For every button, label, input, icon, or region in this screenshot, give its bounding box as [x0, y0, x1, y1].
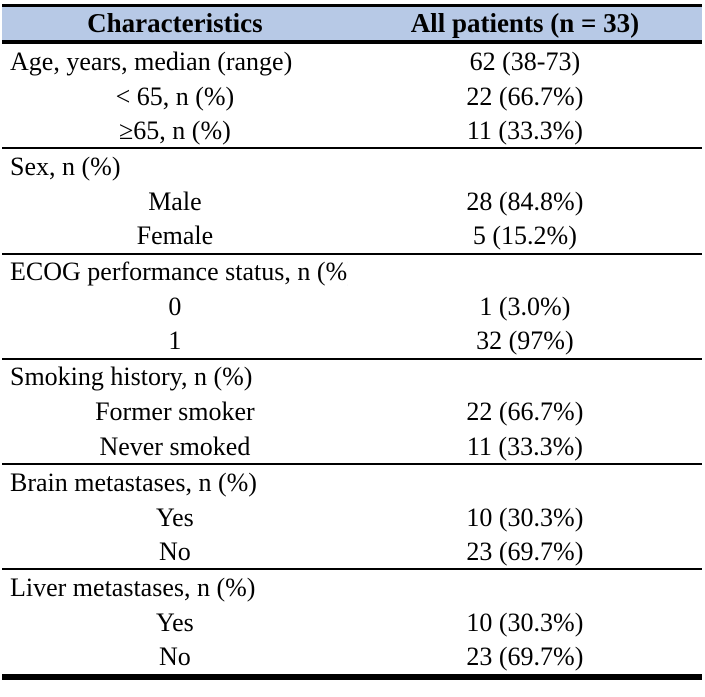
row-value: 11 (33.3%) — [466, 115, 583, 145]
table-row: Female 5 (15.2%) — [2, 219, 702, 255]
header-characteristics: Characteristics — [87, 8, 263, 38]
row-label: Male — [148, 186, 202, 216]
row-value: 23 (69.7%) — [466, 642, 584, 672]
table-body: Age, years, median (range) 62 (38-73) < … — [2, 44, 702, 676]
row-label: No — [159, 536, 191, 566]
row-label: < 65, n (%) — [115, 81, 235, 111]
header-all-patients: All patients (n = 33) — [410, 8, 640, 38]
table-row: Sex, n (%) — [2, 149, 702, 184]
table-row: No 23 (69.7%) — [2, 641, 702, 676]
row-label: Female — [136, 221, 214, 251]
row-label: 0 — [168, 292, 182, 322]
row-label: Yes — [155, 502, 194, 532]
row-value: 10 (30.3%) — [466, 502, 584, 532]
table-row: Male 28 (84.8%) — [2, 184, 702, 219]
table-row: < 65, n (%) 22 (66.7%) — [2, 79, 702, 114]
row-label: Yes — [155, 608, 194, 638]
row-value: 10 (30.3%) — [466, 608, 584, 638]
row-label: Brain metastases, n (%) — [10, 467, 257, 497]
row-label: ≥65, n (%) — [119, 115, 231, 145]
patient-characteristics-table: Characteristics All patients (n = 33) Ag… — [2, 4, 702, 680]
table-row: Smoking history, n (%) — [2, 360, 702, 395]
row-label: Age, years, median (range) — [10, 46, 293, 76]
row-label: Former smoker — [95, 397, 255, 427]
row-label: Liver metastases, n (%) — [10, 572, 256, 602]
table-row: Yes 10 (30.3%) — [2, 606, 702, 641]
table-row: ECOG performance status, n (%) — [2, 255, 702, 290]
row-label: Never smoked — [99, 431, 251, 461]
table-row: Former smoker 22 (66.7%) — [2, 395, 702, 430]
table-row: No 23 (69.7%) — [2, 535, 702, 571]
table-row: 1 32 (97%) — [2, 325, 702, 360]
table-row: 0 1 (3.0%) — [2, 290, 702, 325]
row-value: 22 (66.7%) — [466, 397, 584, 427]
row-value: 23 (69.7%) — [466, 536, 584, 566]
table-row: Brain metastases, n (%) — [2, 465, 702, 500]
row-value: 62 (38-73) — [469, 46, 581, 76]
row-value: 11 (33.3%) — [466, 431, 583, 461]
row-label: 1 — [168, 326, 182, 356]
table-row: Age, years, median (range) 62 (38-73) — [2, 44, 702, 79]
row-value: 22 (66.7%) — [466, 81, 584, 111]
table-row: Yes 10 (30.3%) — [2, 500, 702, 535]
table-row: Never smoked 11 (33.3%) — [2, 430, 702, 466]
row-label: No — [159, 642, 191, 672]
row-value: 28 (84.8%) — [466, 186, 584, 216]
row-label: Sex, n (%) — [10, 151, 121, 181]
row-value: 1 (3.0%) — [479, 292, 571, 322]
row-label: Smoking history, n (%) — [10, 362, 253, 392]
row-label: ECOG performance status, n (%) — [10, 257, 348, 287]
table-row: ≥65, n (%) 11 (33.3%) — [2, 114, 702, 150]
table-header-row: Characteristics All patients (n = 33) — [2, 7, 702, 44]
table-row: Liver metastases, n (%) — [2, 570, 702, 605]
row-value: 32 (97%) — [476, 326, 574, 356]
row-value: 5 (15.2%) — [472, 221, 577, 251]
